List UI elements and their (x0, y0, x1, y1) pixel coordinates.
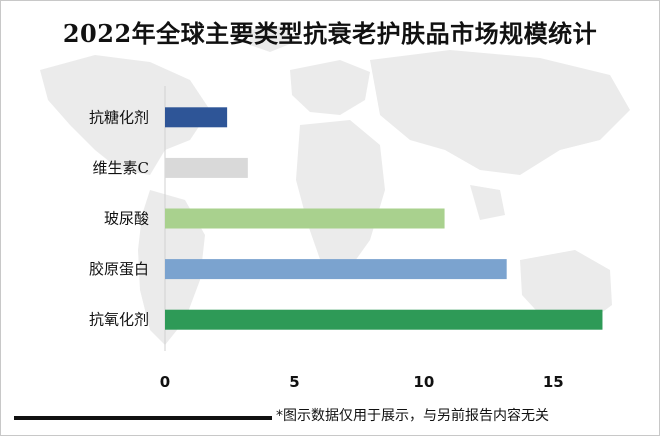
category-label-1: 维生素C (93, 159, 149, 177)
category-label-4: 抗氧化剂 (89, 311, 149, 329)
category-label-2: 玻尿酸 (104, 210, 149, 228)
bar-3 (165, 259, 507, 280)
x-tick-label-0: 0 (160, 373, 170, 391)
tick-labels: 0 5 10 15 (160, 373, 564, 391)
bar-4 (165, 309, 603, 330)
footnote: *图示数据仅用于展示，与另前报告内容无关 (276, 408, 549, 424)
x-tick-label-1: 5 (289, 373, 299, 391)
bar-2 (165, 208, 445, 229)
x-tick-label-2: 10 (413, 373, 434, 391)
x-tick-label-3: 15 (543, 373, 564, 391)
bar-1 (165, 157, 248, 178)
bar-0 (165, 107, 228, 128)
category-label-3: 胶原蛋白 (89, 260, 149, 278)
category-label-0: 抗糖化剂 (89, 108, 149, 126)
chart-title: 2022年全球主要类型抗衰老护肤品市场规模统计 (62, 19, 598, 48)
footer-rule (14, 416, 272, 420)
bars (165, 107, 603, 330)
